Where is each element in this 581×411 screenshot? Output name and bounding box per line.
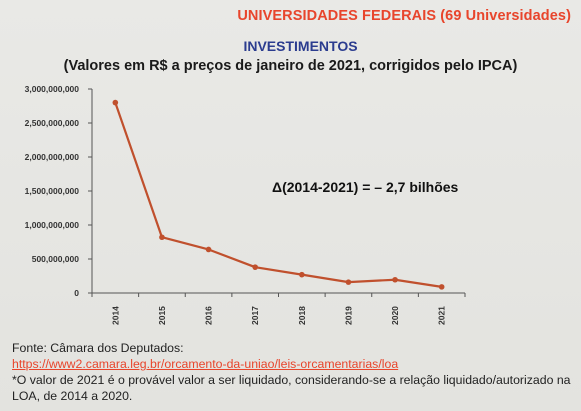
y-tick-label: 500,000,000 (32, 254, 80, 264)
data-point (299, 271, 305, 278)
series-line (114, 102, 442, 288)
y-tick-label: 1,500,000,000 (25, 186, 80, 196)
y-tick-label: 3,000,000,000 (25, 84, 80, 94)
chart-title: INVESTIMENTOS (243, 38, 358, 54)
chart-series (112, 99, 445, 290)
x-tick-label: 2018 (297, 306, 307, 325)
data-point (392, 276, 398, 283)
y-tick-label: 2,000,000,000 (25, 152, 80, 162)
x-tick-label: 2015 (157, 306, 167, 325)
x-tick-label: 2020 (390, 306, 400, 325)
x-tick-label: 2021 (437, 306, 447, 325)
chart-subtitle: (Valores em R$ a preços de janeiro de 20… (63, 58, 518, 74)
source-note: *O valor de 2021 é o provável valor a se… (12, 373, 571, 403)
source-block: Fonte: Câmara dos Deputados: https://www… (12, 340, 577, 404)
y-axis-ticks: 3,000,000,000 2,500,000,000 2,000,000,000 1… (25, 84, 92, 298)
x-tick-label: 2016 (204, 306, 214, 325)
x-tick-label: 2019 (343, 306, 353, 325)
y-tick-label: 0 (74, 288, 79, 298)
data-point (159, 234, 165, 241)
data-point (345, 279, 352, 285)
source-link[interactable]: https://www2.camara.leg.br/orcamento-da-… (12, 357, 399, 371)
y-tick-label: 1,000,000,000 (25, 220, 80, 230)
data-point (205, 246, 212, 253)
x-tick-label: 2014 (110, 306, 120, 325)
source-label: Fonte: Câmara dos Deputados: (12, 341, 184, 355)
x-axis-ticks: 2014 2015 2016 2017 2018 2019 2020 2021 (91, 293, 466, 325)
data-point (252, 264, 258, 270)
data-point (438, 284, 445, 290)
data-point (112, 99, 119, 106)
y-tick-label: 2,500,000,000 (25, 118, 80, 128)
slide-header-title: UNIVERSIDADES FEDERAIS (69 Universidades… (237, 8, 571, 24)
x-tick-label: 2017 (250, 306, 260, 325)
chart-annotation: Δ(2014-2021) = – 2,7 bilhões (272, 179, 459, 195)
